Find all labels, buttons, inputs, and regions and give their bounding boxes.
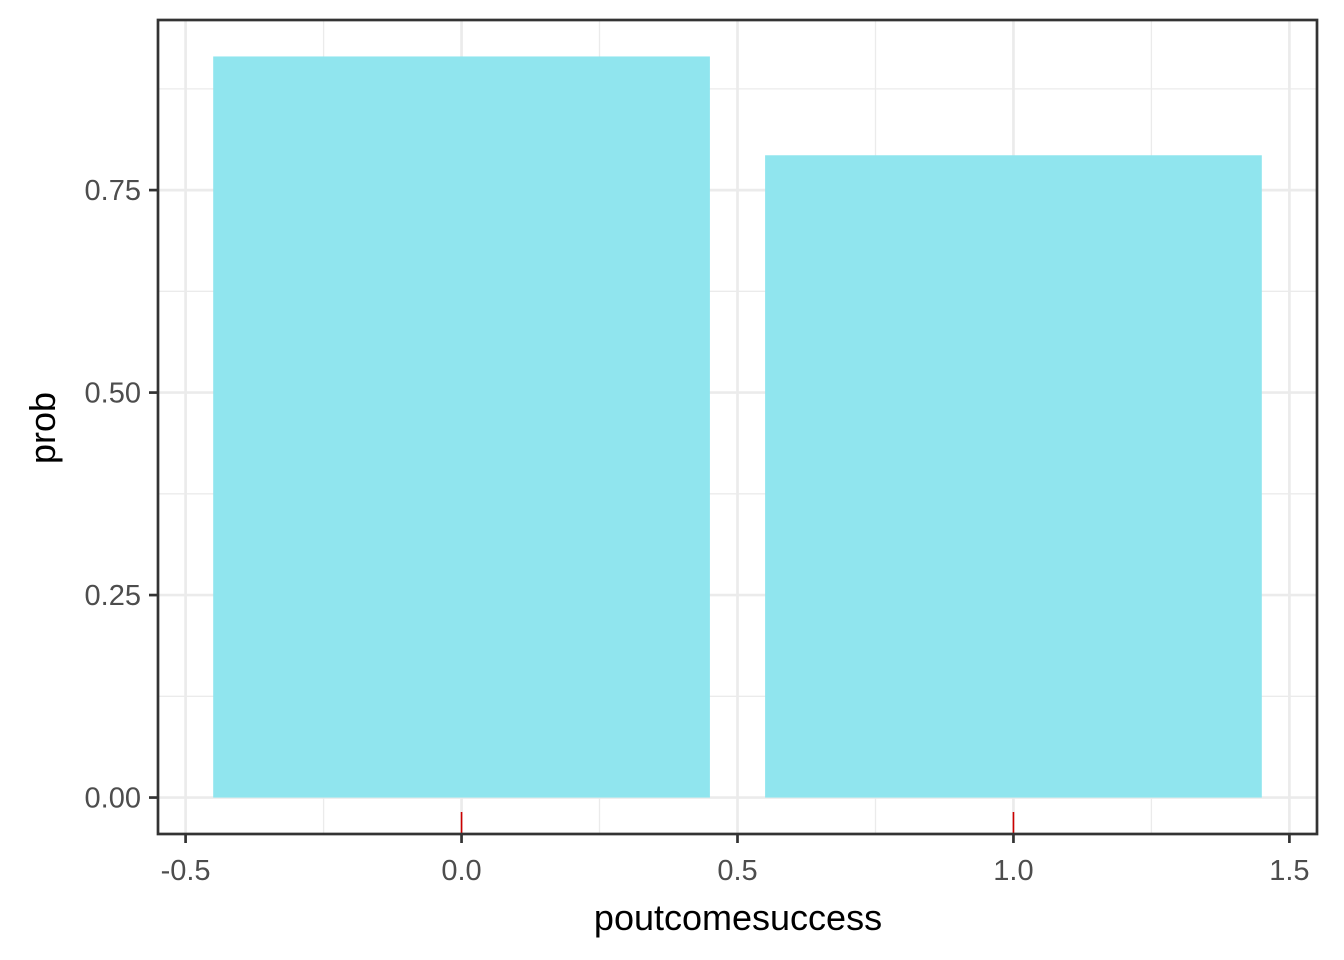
bars [213,56,1262,798]
x-tick-label: 1.0 [993,855,1033,887]
y-tick-label: 0.50 [85,378,141,410]
x-axis-title: poutcomesuccess [594,897,882,938]
y-tick-label: 0.75 [85,175,141,207]
y-axis: 0.00 0.25 0.50 0.75 [85,175,158,815]
y-tick-label: 0.00 [85,783,141,815]
rug-marks [460,812,1015,834]
x-tick-label: 0.0 [441,855,481,887]
x-tick-label: -0.5 [161,855,211,887]
y-tick-label: 0.25 [85,580,141,612]
x-tick-label: 0.5 [717,855,757,887]
y-axis-title: prob [22,392,63,464]
x-tick-label: 1.5 [1269,855,1309,887]
bar-0 [213,56,710,798]
x-axis: -0.5 0.0 0.5 1.0 1.5 [161,834,1310,887]
bar-1 [765,155,1262,798]
